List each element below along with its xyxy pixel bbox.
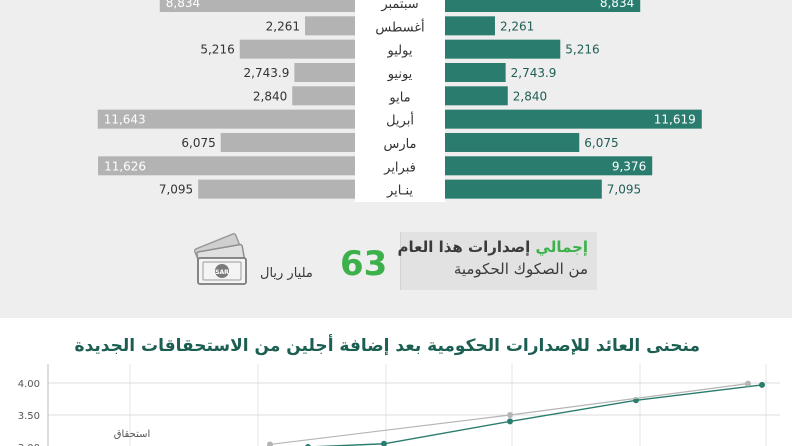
money-icon: SAR xyxy=(194,233,247,285)
month-label-5: مايو xyxy=(388,90,410,105)
left-value-label-1: 8,834 xyxy=(166,0,200,10)
series-2-point-1 xyxy=(507,412,513,418)
month-label-1: سبتمبر xyxy=(380,0,418,12)
bar-right-5 xyxy=(445,86,508,106)
bar-left-4 xyxy=(294,62,355,82)
month-label-4: يونيو xyxy=(387,67,413,82)
left-value-label-7: 6,075 xyxy=(181,136,215,150)
left-value-label-8: 11,626 xyxy=(104,159,146,173)
bar-right-2 xyxy=(445,16,495,36)
right-value-label-5: 2,840 xyxy=(513,89,547,103)
bar-left-5 xyxy=(292,86,355,106)
month-label-9: ينـاير xyxy=(386,184,413,199)
month-label-8: فبراير xyxy=(383,160,416,175)
right-value-label-9: 7,095 xyxy=(607,183,641,197)
bar-right-8 xyxy=(445,156,653,176)
bar-left-8 xyxy=(98,156,355,176)
maturity-annotation: استحقاق xyxy=(114,429,151,440)
summary-line1: إجمالي إصدارات هذا العام xyxy=(398,238,589,256)
bar-right-3 xyxy=(445,39,561,59)
right-value-label-2: 2,261 xyxy=(500,19,534,33)
series-1-point-3 xyxy=(507,418,513,425)
month-label-strip xyxy=(355,0,445,202)
summary-box xyxy=(400,232,597,290)
y-tick-2: 3.50 xyxy=(18,411,40,422)
summary-value: 63 xyxy=(340,244,388,284)
total-issuance-summary: SAR مليار ريال 63 إجمالي إصدارات هذا الع… xyxy=(180,226,610,298)
left-value-label-6: 11,643 xyxy=(104,113,146,127)
series-1-point-2 xyxy=(381,440,387,446)
bar-right-6 xyxy=(445,109,702,129)
series-1-point-5 xyxy=(759,381,765,388)
month-label-6: أبريل xyxy=(386,112,414,129)
bar-left-7 xyxy=(220,132,355,152)
left-value-label-5: 2,840 xyxy=(253,89,287,103)
bar-left-6 xyxy=(97,109,355,129)
right-value-label-6: 11,619 xyxy=(654,113,696,127)
left-value-label-2: 2,261 xyxy=(266,19,300,33)
bar-right-7 xyxy=(445,132,580,152)
series-2-point-0 xyxy=(267,441,273,446)
left-value-label-4: 2,743.9 xyxy=(244,66,290,80)
bar-right-4 xyxy=(445,62,506,82)
bar-left-9 xyxy=(198,179,355,199)
month-label-3: يوليو xyxy=(387,44,413,59)
right-value-label-3: 5,216 xyxy=(565,43,599,57)
monthly-issuance-chart: سبتمبر 8,834 8,834 أغسطس 2,261 2,261 يوليو 5,21… xyxy=(97,0,702,202)
icon-label: SAR xyxy=(215,269,229,276)
summary-unit: مليار ريال xyxy=(260,266,313,281)
summary-highlight: إجمالي xyxy=(535,238,588,256)
month-label-2: أغسطس xyxy=(375,18,424,35)
yield-curve-title: منحنى العائد للإصدارات الحكومية بعد إضاف… xyxy=(74,336,700,356)
bar-right-9 xyxy=(445,179,602,199)
bar-left-3 xyxy=(239,39,355,59)
left-value-label-3: 5,216 xyxy=(200,43,234,57)
left-value-label-9: 7,095 xyxy=(159,183,193,197)
month-label-7: مارس xyxy=(383,137,416,152)
right-value-label-7: 6,075 xyxy=(584,136,618,150)
right-value-label-8: 9,376 xyxy=(612,159,646,173)
series-2-point-2 xyxy=(745,380,751,387)
right-value-label-4: 2,743.9 xyxy=(511,66,557,80)
right-value-label-1: 8,834 xyxy=(600,0,634,10)
series-line-1 xyxy=(315,384,763,446)
y-tick-1: 4.00 xyxy=(18,379,40,390)
summary-line2: من الصكوك الحكومية xyxy=(453,260,588,278)
summary-line1-rest: إصدارات هذا العام xyxy=(397,238,531,256)
bar-right-1 xyxy=(445,0,641,12)
bar-left-2 xyxy=(305,16,355,36)
bar-left-1 xyxy=(159,0,355,12)
y-tick-3: 3.00 xyxy=(18,443,40,446)
